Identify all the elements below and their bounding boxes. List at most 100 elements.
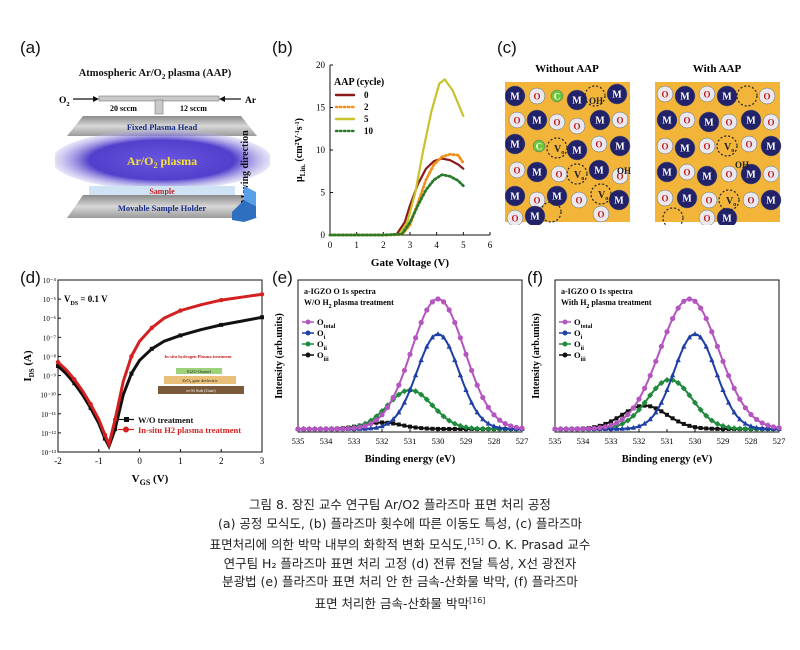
- data-point: [748, 411, 754, 418]
- without-aap-vacancy-label: Vo: [554, 144, 564, 156]
- without-aap-atom-O: [590, 135, 608, 153]
- legend-label: 2: [364, 102, 369, 112]
- x-axis-label: VGS (V): [132, 473, 169, 487]
- y-axis-label: Intensity (arb.units): [531, 313, 542, 399]
- series-line-2: [328, 152, 465, 237]
- data-point: [72, 381, 77, 386]
- data-point: [429, 402, 436, 409]
- x-tick-label: 532: [633, 436, 646, 446]
- without-aap-atom-label: M: [510, 92, 520, 103]
- data-point: [652, 385, 659, 392]
- x-tick-label: 2: [381, 240, 386, 250]
- without-aap-atom-label: O: [533, 92, 540, 102]
- without-aap-atom-M: [524, 205, 546, 225]
- with-aap-atom-O: [678, 163, 696, 181]
- data-point: [770, 424, 776, 430]
- legend-label: Oi: [574, 328, 583, 341]
- data-point: [435, 331, 441, 337]
- legend-marker: [305, 319, 311, 325]
- x-tick-label: 3: [408, 240, 413, 250]
- without-aap-atom-label: M: [510, 140, 520, 151]
- data-point: [457, 422, 464, 429]
- data-point: [742, 405, 748, 411]
- data-point: [458, 426, 463, 431]
- without-aap-atom-label: O: [513, 116, 520, 126]
- data-point: [687, 423, 692, 428]
- data-point: [55, 359, 61, 365]
- without-aap-atom-M: [588, 159, 610, 181]
- with-aap-atom-label: M: [662, 116, 672, 127]
- data-point: [703, 412, 710, 419]
- data-point: [725, 424, 732, 431]
- data-point: [391, 421, 396, 426]
- data-point: [698, 334, 704, 340]
- data-point: [88, 402, 93, 407]
- o2-arrow-head: [93, 96, 99, 102]
- sample-holder-label: Movable Sample Holder: [118, 203, 207, 213]
- data-point: [647, 416, 653, 422]
- without-aap-atom-label: M: [572, 146, 582, 157]
- legend-marker: [562, 352, 568, 358]
- y-axis-label: μLin. (cm2V-1s-1): [294, 118, 307, 182]
- with-aap-atom-O: [698, 85, 716, 103]
- panel-a-diagram: Atmospheric Ar/O2 plasma (AAP) O2 Ar 20 …: [55, 68, 270, 218]
- x-tick-label: 527: [516, 436, 529, 446]
- plasma-head-label: Fixed Plasma Head: [127, 122, 198, 132]
- data-point: [424, 307, 430, 313]
- data-point: [395, 391, 402, 398]
- data-point: [675, 379, 682, 386]
- data-point: [485, 404, 491, 411]
- legend-label: Oii: [317, 339, 327, 352]
- series-line: [56, 292, 263, 450]
- y-tick-label: 10⁻⁸: [43, 353, 57, 361]
- with-aap-atom-O: [740, 135, 758, 153]
- legend-marker: [305, 352, 311, 358]
- legend-marker: [562, 319, 568, 325]
- with-aap-atom-label: O: [703, 90, 710, 100]
- data-point: [630, 405, 636, 411]
- data-point: [664, 329, 670, 335]
- data-point: [653, 406, 658, 411]
- x-axis-label: Binding energy (eV): [622, 454, 713, 465]
- vds-annotation: VDS = 0.1 V: [64, 294, 108, 307]
- data-point: [647, 372, 653, 379]
- data-point: [469, 399, 475, 405]
- data-point: [708, 417, 715, 424]
- x-tick-label: 4: [434, 240, 439, 250]
- data-point: [519, 425, 525, 431]
- with-aap-atom-label: M: [680, 144, 690, 155]
- with-aap-atom-label: M: [722, 214, 732, 225]
- data-point: [664, 376, 670, 383]
- legend-label: 10: [364, 126, 374, 136]
- panel-label-d: (d): [20, 268, 41, 287]
- series-line: [56, 315, 263, 451]
- without-aap-atom-M: [526, 161, 548, 183]
- data-point: [418, 319, 424, 326]
- data-point: [742, 425, 749, 432]
- without-aap-atom-M: [546, 185, 568, 207]
- data-point: [329, 426, 335, 432]
- direction-arrow-top: [244, 186, 256, 206]
- x-tick-label: 535: [292, 436, 305, 446]
- data-point: [586, 426, 592, 432]
- data-point: [609, 419, 613, 424]
- data-point: [742, 420, 748, 426]
- data-point: [88, 406, 93, 411]
- without-aap-oh-label: OH: [589, 96, 603, 106]
- data-point: [295, 426, 301, 432]
- sample: [89, 186, 235, 195]
- panel-label-c: (c): [497, 38, 517, 57]
- with-aap-atom-O: [762, 113, 780, 131]
- with-aap-title: With AAP: [693, 63, 742, 75]
- data-point: [669, 376, 676, 383]
- data-point: [602, 424, 608, 430]
- data-point: [636, 406, 642, 413]
- data-point: [636, 423, 642, 429]
- x-tick-label: 5: [461, 240, 466, 250]
- x-tick-label: 529: [717, 436, 730, 446]
- without-aap-atom-label: M: [530, 212, 540, 223]
- with-aap-atom-O: [656, 189, 674, 207]
- data-point: [469, 367, 475, 374]
- sample-holder: [67, 195, 257, 218]
- data-point: [614, 425, 620, 431]
